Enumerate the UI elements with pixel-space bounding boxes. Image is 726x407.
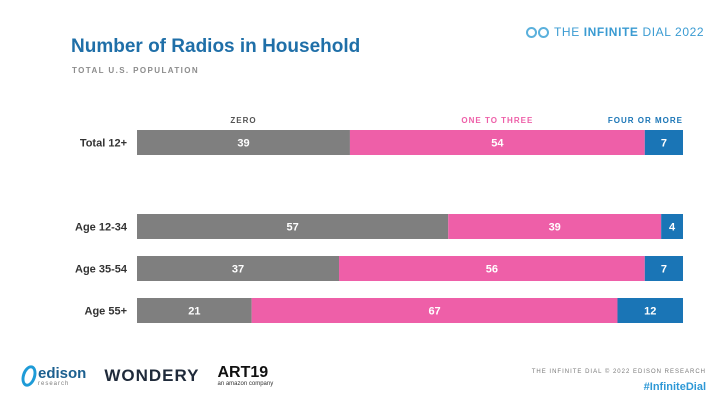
hashtag: #InfiniteDial: [643, 381, 706, 393]
bar-segment: [137, 298, 252, 323]
data-label: 39: [237, 138, 249, 150]
bar-segment: [644, 256, 683, 281]
edison-sub: research: [38, 380, 70, 387]
data-label: 12: [644, 306, 656, 318]
data-label: 4: [669, 222, 676, 234]
bar-segment: [137, 214, 449, 239]
bar-segment: [617, 298, 683, 323]
data-label: 57: [286, 222, 298, 234]
data-label: 67: [428, 306, 440, 318]
data-label: 54: [491, 138, 504, 150]
data-label: 56: [486, 264, 498, 276]
bar-segment: [137, 256, 340, 281]
legend-label: ONE TO THREE: [461, 116, 533, 125]
category-label: Age 12-34: [75, 222, 128, 234]
infinite-dial-brand: THE INFINITE DIAL 2022: [526, 25, 704, 39]
category-label: Total 12+: [80, 138, 127, 150]
data-label: 21: [188, 306, 200, 318]
category-label: Age 35-54: [75, 264, 128, 276]
brand-prefix: THE: [554, 25, 584, 39]
legend-label: ZERO: [230, 116, 256, 125]
infinite-dial-logo-icon: [526, 26, 549, 38]
category-label: Age 55+: [85, 306, 128, 318]
wondery-logo: WONDERY: [104, 366, 200, 385]
art19-logo: ART19 an amazon company: [217, 364, 274, 388]
legend-label: FOUR OR MORE: [608, 116, 683, 125]
brand-bold: INFINITE: [583, 25, 639, 39]
sponsor-logos: edison research WONDERY ART19 an amazon …: [18, 363, 274, 389]
data-label: 37: [232, 264, 244, 276]
bar-segment: [251, 298, 618, 323]
art19-name: ART19: [217, 364, 269, 381]
bar-segment: [448, 214, 662, 239]
edison-name: edison: [38, 364, 87, 382]
bar-segment: [644, 130, 683, 155]
brand-text: THE INFINITE DIAL 2022: [554, 25, 704, 39]
credit-text: THE INFINITE DIAL © 2022 EDISON RESEARCH: [531, 369, 706, 375]
bar-segment: [349, 130, 645, 155]
bar-segment: [137, 130, 350, 155]
edison-mark-icon: [18, 363, 40, 389]
edison-logo: edison research: [18, 363, 87, 389]
data-label: 7: [661, 264, 667, 276]
bar-segment: [339, 256, 645, 281]
brand-suffix: DIAL 2022: [638, 25, 705, 39]
art19-sub: an amazon company: [217, 381, 274, 387]
chart-title: Number of Radios in Household: [71, 36, 361, 57]
chart-subtitle: TOTAL U.S. POPULATION: [72, 66, 200, 75]
footer-credit: THE INFINITE DIAL © 2022 EDISON RESEARCH…: [532, 369, 706, 393]
data-label: 39: [549, 222, 561, 234]
bar-segment: [661, 214, 683, 239]
data-label: 7: [661, 138, 667, 150]
